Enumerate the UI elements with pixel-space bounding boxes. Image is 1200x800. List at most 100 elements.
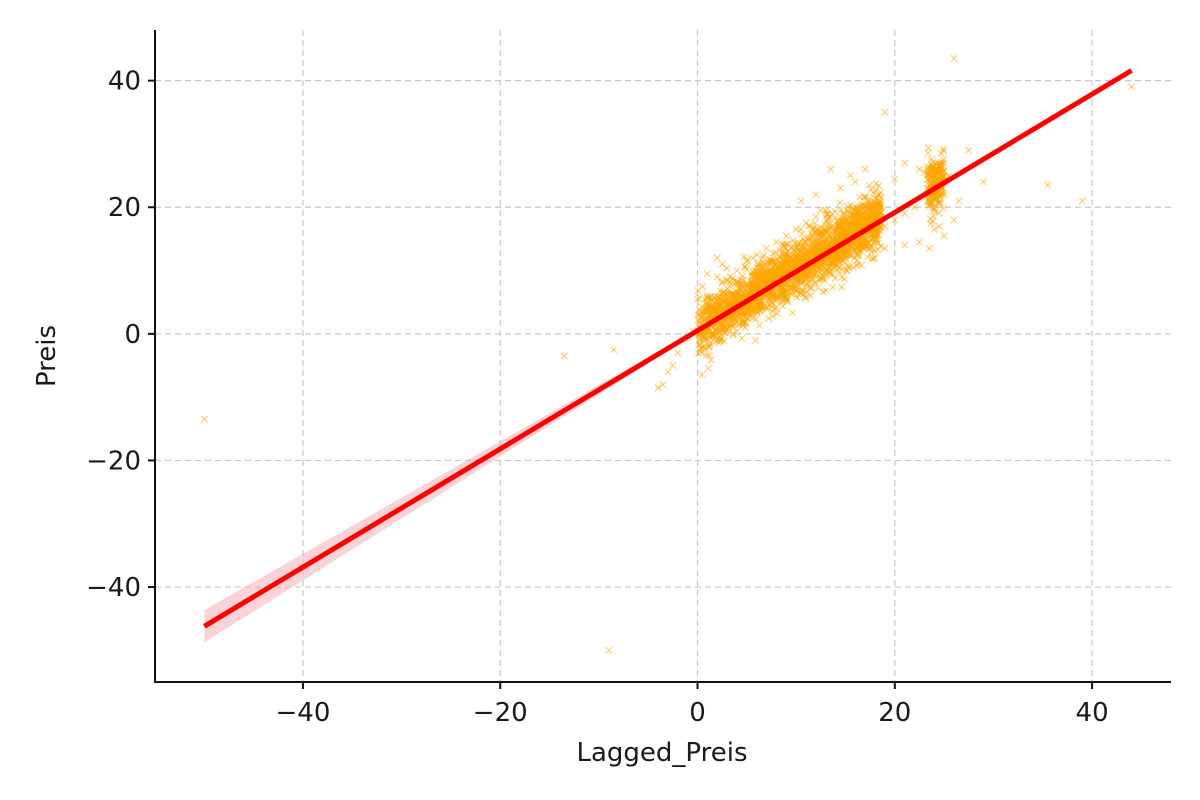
scatter-point <box>742 265 751 274</box>
ticks: −40 −20 0 20 40 −40 −20 0 20 40 <box>86 67 1109 728</box>
scatter-point <box>850 254 859 262</box>
scatter-point <box>877 188 885 197</box>
scatter-point <box>803 279 811 287</box>
scatter-point <box>779 248 787 256</box>
scatter-point <box>816 246 824 254</box>
scatter-point <box>935 200 944 208</box>
scatter-point <box>836 199 844 207</box>
scatter-point <box>718 277 726 286</box>
scatter-point <box>823 242 832 250</box>
scatter-point <box>749 314 757 322</box>
y-axis-label: Preis <box>32 325 62 387</box>
scatter-point <box>694 287 702 295</box>
scatter-point <box>758 271 766 279</box>
scatter-point <box>796 225 805 234</box>
scatter-point <box>736 286 744 294</box>
scatter-point <box>720 292 728 300</box>
scatter-point <box>843 266 851 274</box>
scatter-point <box>824 210 832 218</box>
scatter-point <box>822 234 830 243</box>
scatter-point <box>851 178 859 186</box>
scatter-point <box>795 259 803 267</box>
scatter-point <box>797 197 805 205</box>
scatter-point <box>766 295 775 303</box>
scatter-point <box>925 167 934 175</box>
scatter-point <box>865 244 873 252</box>
scatter-point <box>716 287 724 295</box>
scatter-point <box>850 212 858 220</box>
scatter-point <box>835 268 843 276</box>
x-tick-label: −40 <box>276 698 331 728</box>
scatter-point <box>834 252 842 260</box>
scatter-point <box>764 272 772 280</box>
scatter-point <box>729 274 737 282</box>
scatter-point <box>881 244 889 252</box>
scatter-point <box>845 245 854 253</box>
scatter-point <box>950 216 958 224</box>
scatter-point <box>748 279 757 287</box>
scatter-point <box>703 335 711 343</box>
scatter-point <box>777 287 785 295</box>
scatter-point <box>674 349 682 357</box>
scatter-point <box>881 108 889 116</box>
scatter-point <box>838 273 846 281</box>
scatter-point <box>773 310 781 318</box>
scatter-point <box>837 206 845 214</box>
scatter-point <box>757 301 766 309</box>
scatter-point <box>610 346 618 354</box>
scatter-point <box>852 261 861 269</box>
scatter-point <box>825 269 833 277</box>
scatter-point <box>788 309 796 317</box>
scatter-point <box>805 222 813 230</box>
scatter-point <box>815 276 823 284</box>
scatter-point <box>728 291 737 299</box>
scatter-point <box>836 184 845 192</box>
scatter-point <box>764 304 772 312</box>
scatter-point <box>703 302 711 310</box>
scatter-point <box>901 159 909 167</box>
scatter-point <box>709 331 717 339</box>
scatter-point <box>809 224 818 232</box>
scatter-point <box>811 219 819 228</box>
scatter-point <box>858 236 867 244</box>
scatter-point <box>927 219 935 228</box>
scatter-point <box>791 276 800 284</box>
scatter-point <box>781 257 789 265</box>
x-axis-label: Lagged_Preis <box>576 738 747 768</box>
scatter-point <box>979 178 988 186</box>
scatter-point <box>753 263 762 271</box>
scatter-point <box>695 294 704 302</box>
scatter-point <box>811 230 819 238</box>
scatter-point <box>811 227 820 235</box>
scatter-point <box>831 208 839 216</box>
scatter-point <box>664 368 672 376</box>
scatter-point <box>859 242 867 251</box>
scatter-point <box>807 247 815 255</box>
scatter-point <box>821 257 829 265</box>
scatter-point <box>741 290 749 298</box>
scatter-point <box>776 263 784 271</box>
scatter-point <box>733 326 741 335</box>
scatter-point <box>827 165 835 173</box>
scatter-point <box>761 259 769 267</box>
scatter-point <box>722 300 730 308</box>
scatter-point <box>1044 181 1052 189</box>
y-tick-label: −40 <box>86 573 141 603</box>
scatter-point <box>915 165 924 173</box>
scatter-point <box>791 239 799 247</box>
scatter-point <box>778 288 786 297</box>
scatter-point <box>711 306 719 314</box>
scatter-point <box>799 286 807 294</box>
scatter-point <box>824 263 832 272</box>
scatter-point <box>874 212 882 220</box>
scatter-point <box>872 230 880 238</box>
scatter-point <box>816 240 824 248</box>
scatter-point <box>859 221 867 229</box>
scatter-point <box>707 356 715 364</box>
scatter-point <box>915 238 924 246</box>
scatter-point <box>752 336 760 345</box>
scatter-point <box>802 294 810 302</box>
scatter-point <box>872 180 880 188</box>
scatter-point <box>841 227 849 235</box>
scatter-point <box>937 163 945 172</box>
